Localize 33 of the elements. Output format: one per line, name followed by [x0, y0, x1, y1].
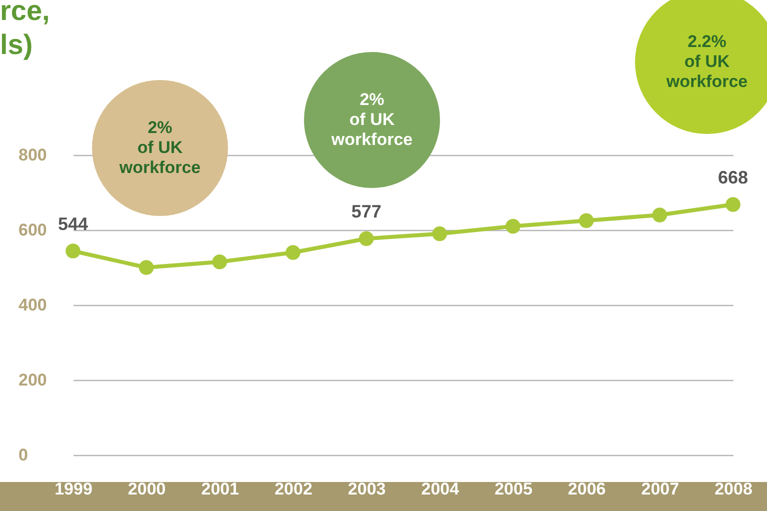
x-tick-label: 2000 [128, 480, 166, 498]
circle-badge: 2% of UK workforce [92, 80, 228, 216]
chart-title: rce, ls) [0, 0, 50, 62]
x-tick-label: 2006 [568, 480, 606, 498]
y-tick-label: 200 [18, 370, 47, 390]
x-tick-label: 1999 [54, 480, 92, 498]
data-label: 668 [718, 168, 748, 188]
circle-badge: 2.2% of UK workforce [635, 0, 767, 134]
circle-badge: 2% of UK workforce [304, 52, 440, 188]
annotation: 2% of UK workforce [119, 118, 201, 178]
point [212, 254, 228, 270]
y-tick-label: 600 [18, 220, 47, 240]
data-label: 544 [58, 214, 88, 234]
x-tick-label: 2007 [641, 480, 680, 498]
point [286, 245, 300, 260]
x-tick-label: 2001 [201, 480, 240, 498]
x-tick-label: 2003 [348, 480, 386, 498]
y-tick-label: 800 [18, 146, 47, 164]
point [66, 244, 80, 258]
x-tick-label: 2002 [274, 480, 312, 498]
data-label: 577 [351, 202, 382, 222]
point [506, 218, 520, 234]
y-tick-label: 0 [18, 446, 28, 464]
point [138, 260, 154, 275]
x-tick-label: 2005 [494, 480, 532, 498]
point [652, 208, 668, 222]
point [432, 226, 448, 242]
point [578, 213, 594, 228]
x-tick-label: 2008 [714, 480, 752, 498]
y-tick-label: 400 [18, 296, 47, 314]
point [358, 231, 374, 246]
x-tick-label: 2004 [421, 480, 460, 498]
point [726, 197, 740, 212]
